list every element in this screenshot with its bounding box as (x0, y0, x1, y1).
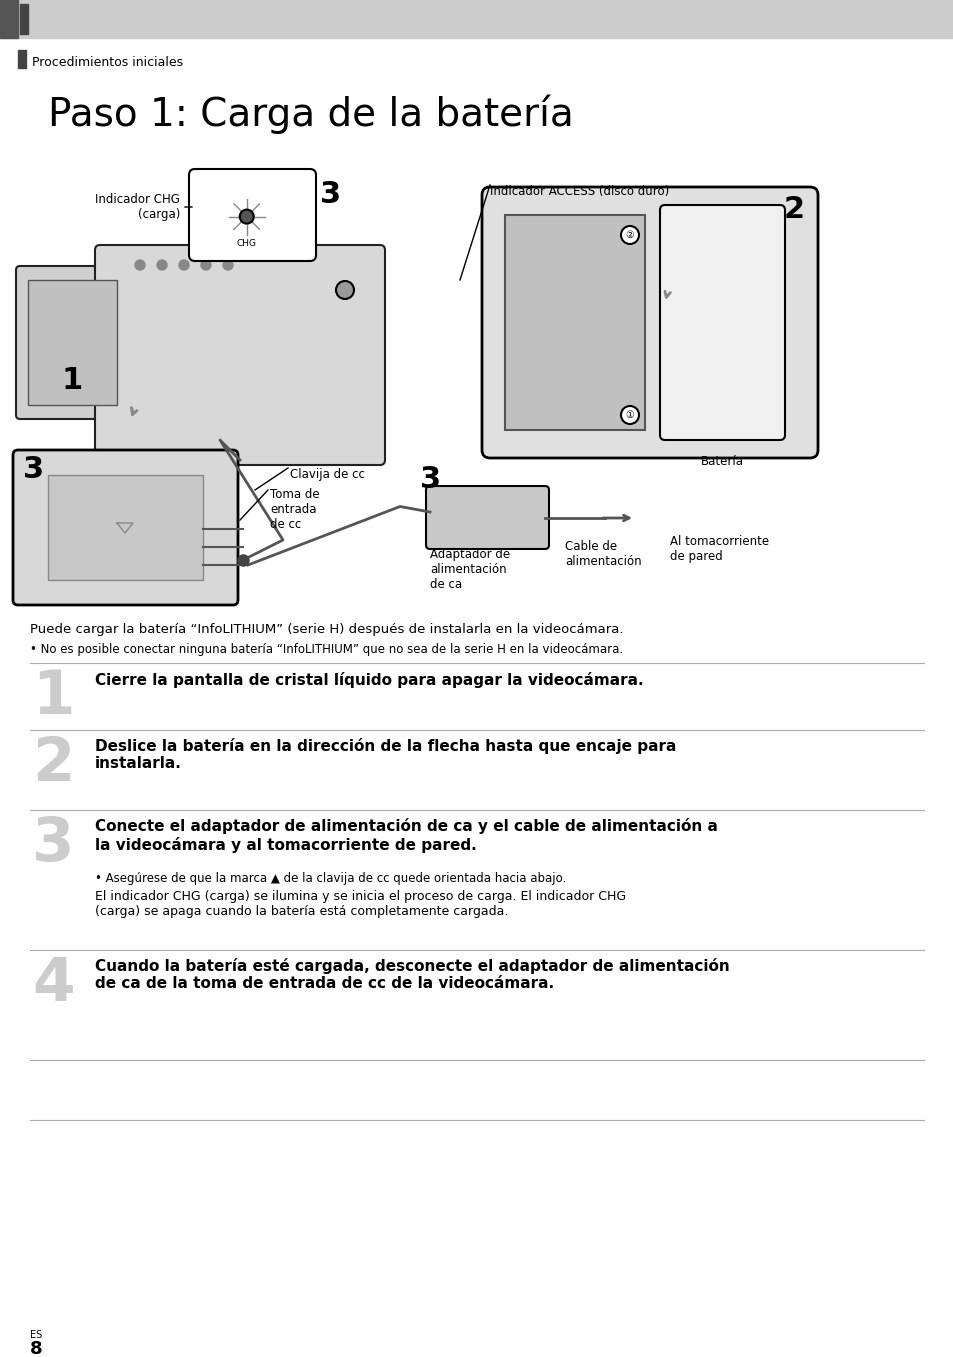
FancyBboxPatch shape (16, 266, 129, 419)
Text: Conecte el adaptador de alimentación de ca y el cable de alimentación a
la video: Conecte el adaptador de alimentación de … (95, 818, 717, 852)
Text: 2: 2 (32, 735, 74, 794)
Circle shape (620, 227, 639, 244)
Text: 3: 3 (32, 816, 74, 874)
Bar (0, 0, 18, 38)
FancyBboxPatch shape (95, 246, 385, 465)
Text: Paso 1: Carga de la batería: Paso 1: Carga de la batería (48, 95, 573, 134)
Text: Al tomacorriente
de pared: Al tomacorriente de pared (669, 535, 768, 563)
Text: ①: ① (625, 410, 634, 421)
Text: 4: 4 (32, 955, 74, 1014)
Bar (28, 280, 117, 404)
Circle shape (620, 406, 639, 423)
FancyBboxPatch shape (189, 170, 315, 261)
Text: 1: 1 (32, 668, 74, 727)
Circle shape (223, 261, 233, 270)
FancyBboxPatch shape (13, 451, 237, 605)
Text: 3: 3 (23, 455, 44, 484)
Text: Indicador CHG
(carga): Indicador CHG (carga) (95, 193, 180, 221)
Text: Clavija de cc: Clavija de cc (290, 468, 364, 480)
Text: 2: 2 (783, 195, 804, 224)
Circle shape (201, 261, 211, 270)
Bar (18, 50, 26, 68)
Text: Cuando la batería esté cargada, desconecte el adaptador de alimentación
de ca de: Cuando la batería esté cargada, desconec… (95, 958, 729, 992)
Text: 1: 1 (61, 366, 83, 395)
Circle shape (157, 261, 167, 270)
FancyBboxPatch shape (481, 187, 817, 459)
Text: El indicador CHG (carga) se ilumina y se inicia el proceso de carga. El indicado: El indicador CHG (carga) se ilumina y se… (95, 890, 625, 917)
Text: Toma de
entrada
de cc: Toma de entrada de cc (270, 489, 319, 531)
Text: Batería: Batería (700, 455, 742, 468)
Text: CHG: CHG (236, 239, 256, 247)
Text: Deslice la batería en la dirección de la flecha hasta que encaje para
instalarla: Deslice la batería en la dirección de la… (95, 738, 676, 771)
Text: 3: 3 (319, 180, 341, 209)
Text: • No es posible conectar ninguna batería “InfoLITHIUM” que no sea de la serie H : • No es posible conectar ninguna batería… (30, 643, 622, 655)
Circle shape (335, 281, 354, 299)
Text: Adaptador de
alimentación
de ca: Adaptador de alimentación de ca (430, 548, 510, 592)
Text: 8: 8 (30, 1339, 43, 1357)
Bar (20, 4, 28, 34)
Bar (0, 0, 953, 38)
Circle shape (135, 261, 145, 270)
Text: Indicador ACCESS (disco duro): Indicador ACCESS (disco duro) (490, 185, 669, 198)
Text: • Asegúrese de que la marca ▲ de la clavija de cc quede orientada hacia abajo.: • Asegúrese de que la marca ▲ de la clav… (95, 873, 566, 885)
Bar (504, 214, 644, 430)
FancyBboxPatch shape (426, 486, 548, 550)
Text: Cierre la pantalla de cristal líquido para apagar la videocámara.: Cierre la pantalla de cristal líquido pa… (95, 672, 643, 688)
Circle shape (179, 261, 189, 270)
Bar (48, 475, 203, 579)
Circle shape (239, 209, 253, 224)
Text: Puede cargar la batería “InfoLITHIUM” (serie H) después de instalarla en la vide: Puede cargar la batería “InfoLITHIUM” (s… (30, 623, 623, 636)
Text: ②: ② (625, 229, 634, 240)
Text: 3: 3 (419, 465, 440, 494)
Text: Cable de
alimentación: Cable de alimentación (564, 540, 641, 569)
Text: Procedimientos iniciales: Procedimientos iniciales (32, 56, 183, 69)
Text: ES: ES (30, 1330, 42, 1339)
FancyBboxPatch shape (659, 205, 784, 440)
